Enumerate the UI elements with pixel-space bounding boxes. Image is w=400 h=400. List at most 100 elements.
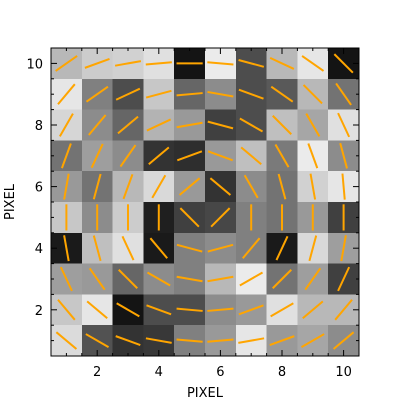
vector-segment [239, 271, 264, 287]
y-tick-label: 2 [35, 304, 43, 319]
vector-segment [63, 235, 70, 262]
vector-segment [300, 333, 325, 349]
vector-segment [240, 146, 262, 165]
vector-segment [117, 115, 139, 135]
vector-segment [238, 88, 264, 100]
vector-segment [146, 271, 171, 287]
vector-segment [146, 304, 172, 316]
vector-segment [302, 300, 324, 319]
vector-segment [57, 83, 76, 105]
vector-segment [302, 84, 323, 105]
vector-segment [341, 173, 346, 200]
vector-segment [176, 307, 203, 312]
vector-segment [115, 87, 141, 101]
vector-segment [307, 143, 319, 169]
vector-segment [176, 150, 203, 162]
vector-segment [304, 267, 322, 291]
vector-segment [335, 82, 352, 106]
vector-segment [242, 237, 261, 259]
vector-segment [84, 57, 110, 69]
vector-segment [92, 173, 102, 200]
vector-segment [55, 331, 78, 350]
vector-segment [122, 173, 134, 200]
x-tick-label: 4 [155, 365, 163, 380]
vector-segment [333, 53, 354, 74]
vector-segment [176, 92, 203, 97]
vector-segment [179, 207, 200, 228]
x-tick-label: 2 [93, 365, 101, 380]
vector-segment [115, 335, 141, 347]
vector-segment [86, 300, 108, 319]
vector-segment [210, 207, 231, 228]
vector-segment [309, 173, 317, 200]
vector-segment [305, 113, 321, 137]
vector-segment [118, 269, 138, 289]
vector-segment [301, 55, 325, 72]
vector-segment [207, 243, 234, 253]
y-tick-label: 8 [35, 119, 43, 134]
vector-segment [57, 299, 76, 321]
vector-segment [85, 85, 109, 103]
vector-segment [55, 55, 78, 72]
x-tick-label: 10 [335, 365, 352, 380]
vector-segment [178, 177, 201, 196]
vector-segment [277, 173, 287, 200]
vector-segment [269, 56, 295, 70]
tick-labels: 2 4 6 8 10 2 4 6 8 10 [26, 57, 351, 380]
vector-segment [207, 61, 234, 66]
vector-segment [90, 143, 104, 169]
vector-segment [60, 143, 72, 169]
vector-segment [337, 266, 351, 292]
y-axis-label: PIXEL [3, 183, 18, 220]
vector-segment [207, 338, 234, 343]
vector-segment [176, 338, 203, 343]
vector-segment [176, 275, 203, 283]
vector-segment [148, 146, 170, 165]
vector-segment [63, 173, 70, 200]
vector-segment [114, 60, 142, 67]
vector-segment [145, 337, 172, 344]
vector-segment [209, 177, 232, 196]
vector-segment [332, 331, 355, 350]
vector-segment [59, 266, 73, 292]
vector-segment [207, 150, 234, 162]
axis-ticks [51, 47, 360, 356]
vector-segment [151, 174, 167, 199]
vector-segment [272, 269, 292, 289]
x-axis-label: PIXEL [187, 386, 224, 400]
y-tick-label: 4 [35, 242, 43, 257]
vector-segment [269, 335, 295, 347]
vector-segment [58, 113, 74, 137]
vector-segment [238, 337, 265, 344]
y-tick-label: 6 [35, 181, 43, 196]
vector-segment [274, 143, 290, 168]
vector-segment [337, 112, 351, 138]
x-tick-label: 6 [216, 365, 224, 380]
vector-segment [176, 121, 203, 129]
vector-segments [55, 53, 355, 350]
vector-segment [176, 243, 203, 253]
vector-segment [145, 89, 172, 99]
x-tick-label: 8 [278, 365, 286, 380]
vector-segment [145, 61, 172, 66]
vector-segment [149, 237, 168, 259]
vector-segment [339, 142, 348, 169]
vector-segment [308, 235, 318, 262]
vector-segment [239, 117, 264, 133]
vector-segment [207, 307, 234, 312]
vector-segment [270, 85, 294, 103]
vector-segment [238, 304, 264, 316]
vector-segment [272, 115, 292, 135]
vector-segment [270, 302, 294, 318]
vector-segment [334, 299, 353, 321]
vector-segment [207, 275, 234, 283]
vector-segment [340, 235, 347, 262]
y-tick-label: 10 [26, 57, 43, 72]
vector-segment [88, 114, 107, 136]
vector-segment [85, 333, 110, 349]
vector-segment [207, 120, 234, 130]
vector-segment [119, 144, 137, 168]
vector-segment [92, 235, 102, 262]
vector-segment [238, 59, 265, 68]
vector-segment [88, 267, 106, 291]
